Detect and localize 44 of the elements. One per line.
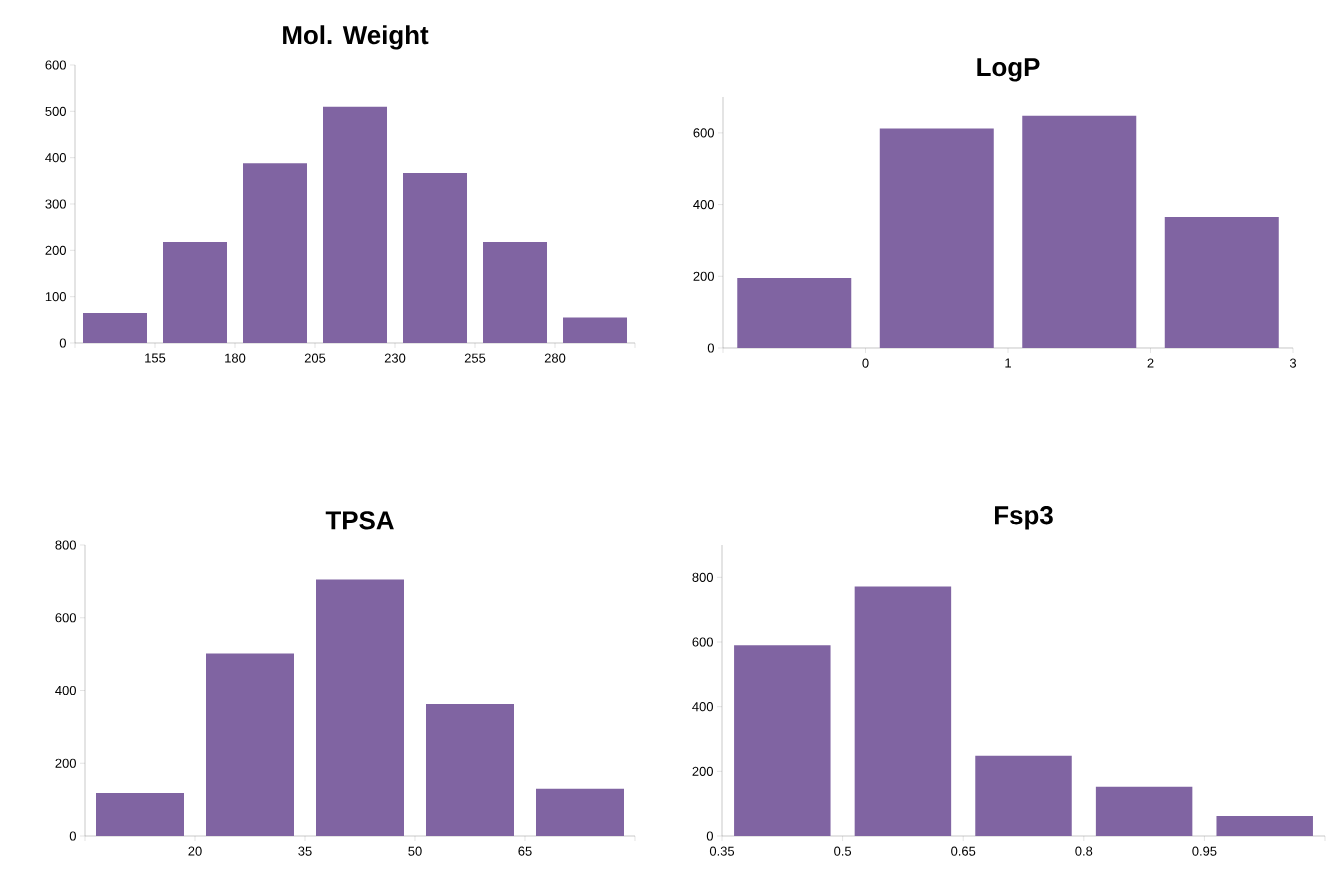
y-tick-label: 200 bbox=[693, 271, 714, 281]
y-tick-label: 400 bbox=[55, 685, 76, 696]
y-tick-label: 0 bbox=[706, 831, 713, 841]
y-tick-label: 100 bbox=[45, 292, 66, 302]
y-tick-label: 0 bbox=[69, 831, 76, 841]
x-tick-label: 255 bbox=[464, 353, 486, 363]
x-tick-label: 0.95 bbox=[1192, 846, 1217, 856]
y-tick-label: 500 bbox=[45, 106, 66, 116]
y-tick-label: 400 bbox=[45, 153, 66, 163]
x-tick-label: 20 bbox=[188, 846, 202, 856]
x-tick-label: 65 bbox=[518, 846, 532, 856]
y-tick-label: 200 bbox=[692, 766, 713, 776]
y-tick-label: 400 bbox=[692, 702, 713, 712]
y-tick-label: 0 bbox=[707, 343, 714, 353]
x-tick-label: 0 bbox=[862, 358, 869, 368]
x-tick-label: 50 bbox=[408, 846, 422, 856]
x-tick-label: 205 bbox=[304, 353, 326, 363]
x-tick-label: 35 bbox=[298, 846, 312, 856]
y-tick-label: 600 bbox=[692, 637, 713, 647]
x-tick-label: 280 bbox=[544, 353, 566, 363]
x-tick-label: 3 bbox=[1289, 358, 1297, 368]
chart-title: Fsp3 bbox=[995, 506, 1053, 530]
x-tick-label: 0.65 bbox=[951, 846, 976, 856]
y-tick-label: 200 bbox=[55, 758, 76, 768]
y-tick-label: 0 bbox=[59, 338, 66, 348]
x-tick-label: 230 bbox=[384, 353, 406, 363]
y-tick-label: 600 bbox=[45, 60, 66, 70]
x-tick-label: 1 bbox=[1005, 358, 1011, 368]
y-tick-label: 400 bbox=[693, 199, 714, 210]
x-tick-label: 155 bbox=[145, 353, 166, 363]
chart-title: LogP bbox=[977, 58, 1040, 82]
y-tick-label: 600 bbox=[693, 128, 714, 138]
y-tick-label: 600 bbox=[55, 613, 76, 623]
chart-title: Mol. Weight bbox=[283, 25, 429, 50]
y-tick-label: 200 bbox=[45, 245, 66, 255]
y-tick-label: 300 bbox=[45, 199, 66, 209]
x-tick-label: 0.5 bbox=[834, 846, 852, 856]
x-tick-label: 0.8 bbox=[1075, 846, 1093, 856]
chart-title: TPSA bbox=[325, 511, 394, 530]
y-tick-label: 800 bbox=[692, 572, 713, 582]
x-tick-label: 2 bbox=[1147, 358, 1154, 368]
x-tick-label: 0.35 bbox=[709, 846, 735, 856]
y-tick-label: 800 bbox=[55, 540, 76, 550]
x-tick-label: 180 bbox=[225, 353, 246, 363]
